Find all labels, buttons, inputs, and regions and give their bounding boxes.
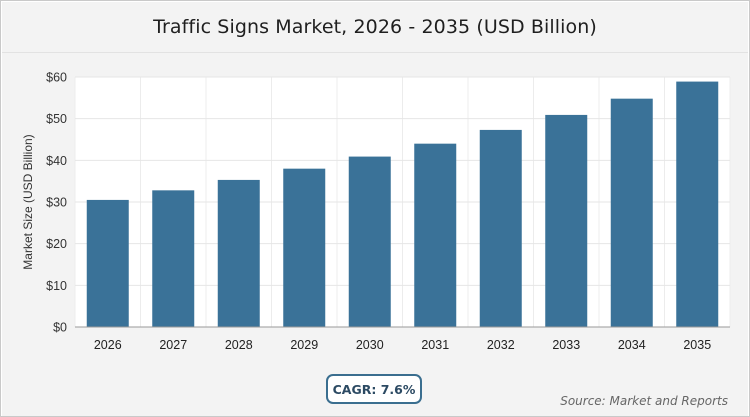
bar-2031 [414, 143, 457, 327]
x-tick-label: 2030 [356, 338, 384, 352]
bar-2028 [217, 179, 260, 327]
x-tick-label: 2029 [290, 338, 318, 352]
bar-2029 [283, 168, 326, 327]
cagr-badge: CAGR: 7.6% [326, 374, 422, 404]
bar-2030 [348, 156, 391, 327]
bar-2035 [676, 81, 719, 327]
chart-title: Traffic Signs Market, 2026 - 2035 (USD B… [153, 16, 597, 38]
x-tick-label: 2032 [487, 338, 515, 352]
y-tick-label: $50 [46, 112, 67, 126]
x-tick-labels: 2026 2027 2028 2029 2030 2031 2032 2033 2034 2035 [94, 338, 711, 352]
bar-2027 [152, 190, 195, 327]
x-tick-label: 2027 [159, 338, 187, 352]
x-tick-label: 2034 [618, 338, 646, 352]
y-tick-label: $20 [46, 237, 67, 251]
y-tick-label: $60 [46, 71, 67, 85]
y-tick-labels: $0 $10 $20 $30 $40 $50 $60 [46, 71, 67, 335]
x-tick-label: 2033 [552, 338, 580, 352]
y-tick-label: $0 [53, 321, 67, 335]
x-tick-label: 2035 [683, 338, 711, 352]
bar-2032 [479, 129, 522, 327]
x-tick-label: 2031 [421, 338, 449, 352]
bar-2034 [610, 98, 653, 328]
y-tick-label: $40 [46, 154, 67, 168]
x-tick-label: 2026 [94, 338, 122, 352]
source-note: Source: Market and Reports [560, 394, 728, 408]
y-tick-label: $10 [46, 279, 67, 293]
bar-2033 [545, 114, 588, 328]
x-tick-label: 2028 [225, 338, 253, 352]
title-band: Traffic Signs Market, 2026 - 2035 (USD B… [2, 2, 748, 53]
bar-2026 [86, 199, 129, 327]
bars [86, 81, 719, 328]
y-tick-label: $30 [46, 196, 67, 210]
y-axis-label: Market Size (USD Billion) [21, 134, 35, 269]
